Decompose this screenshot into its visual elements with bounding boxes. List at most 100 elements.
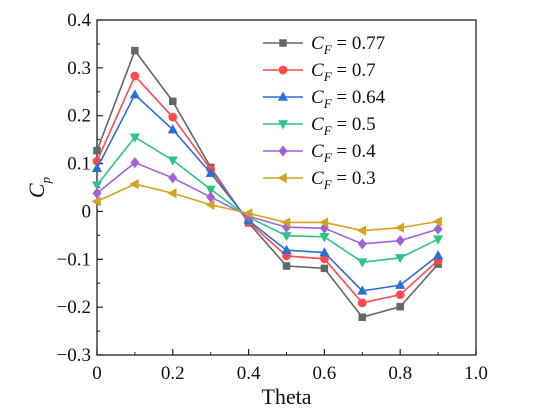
y-tick-label: 0 bbox=[82, 201, 92, 222]
data-point bbox=[168, 172, 178, 184]
series-line bbox=[96, 161, 439, 245]
data-point bbox=[319, 247, 330, 257]
legend-label-value: = 0.4 bbox=[332, 141, 376, 162]
legend-label-main: C bbox=[311, 114, 324, 135]
data-point bbox=[356, 225, 367, 236]
data-point bbox=[129, 133, 140, 143]
y-axis-title: Cp bbox=[24, 176, 53, 198]
series-line bbox=[96, 74, 439, 304]
y-tick-label: −0.2 bbox=[57, 297, 91, 318]
series-line bbox=[96, 93, 439, 292]
series-line bbox=[96, 48, 439, 319]
x-tick-label: 0.6 bbox=[313, 363, 337, 384]
legend-item: CF = 0.7 bbox=[263, 60, 376, 84]
legend-label-main: C bbox=[311, 168, 324, 189]
legend-label-main: C bbox=[311, 60, 324, 81]
series-line bbox=[96, 136, 439, 263]
series-3 bbox=[91, 133, 444, 268]
legend-label-main: C bbox=[311, 141, 324, 162]
data-point bbox=[129, 89, 140, 99]
data-point bbox=[281, 244, 292, 254]
legend-label: CF = 0.4 bbox=[311, 141, 376, 165]
legend-marker bbox=[277, 91, 289, 101]
data-point bbox=[169, 97, 177, 106]
data-point bbox=[320, 264, 329, 273]
series-line bbox=[96, 183, 439, 232]
data-point bbox=[130, 157, 140, 169]
legend-item: CF = 0.4 bbox=[263, 141, 376, 165]
data-point bbox=[395, 290, 405, 300]
legend-label-main: C bbox=[311, 87, 324, 108]
legend-marker bbox=[278, 65, 288, 75]
data-point bbox=[93, 146, 101, 155]
data-point bbox=[91, 196, 101, 207]
data-point bbox=[243, 208, 253, 219]
data-point bbox=[396, 302, 404, 311]
legend-label: CF = 0.3 bbox=[311, 168, 376, 192]
data-point bbox=[92, 187, 102, 199]
legend-label-sub: F bbox=[323, 177, 333, 192]
data-point bbox=[205, 199, 215, 210]
svg-text:Cp: Cp bbox=[24, 176, 53, 198]
data-point bbox=[205, 185, 216, 195]
data-point bbox=[91, 162, 103, 173]
data-point bbox=[168, 112, 178, 122]
legend-label-sub: F bbox=[323, 42, 333, 57]
data-point bbox=[167, 124, 178, 134]
y-tick-label: −0.1 bbox=[57, 249, 91, 270]
data-point bbox=[131, 46, 139, 55]
legend-marker bbox=[277, 172, 287, 184]
data-point bbox=[91, 181, 103, 191]
data-point bbox=[167, 188, 177, 199]
data-point bbox=[129, 179, 139, 190]
data-point bbox=[205, 167, 216, 177]
y-tick-label: 0.3 bbox=[67, 58, 91, 79]
data-point bbox=[358, 313, 367, 321]
legend-label: CF = 0.64 bbox=[311, 87, 386, 111]
data-point bbox=[282, 262, 291, 270]
data-point bbox=[357, 285, 368, 295]
legend-item: CF = 0.3 bbox=[263, 168, 376, 192]
data-point bbox=[432, 216, 442, 227]
data-point bbox=[357, 258, 368, 268]
y-axis-title-main: C bbox=[24, 183, 49, 198]
axes: 0 0.2 0.4 0.6 0.8 1.0 −0.3 −0.2 −0.1 0 0.1 0.2 0.3 0.… bbox=[57, 10, 488, 384]
data-point bbox=[167, 156, 178, 166]
legend-label: CF = 0.5 bbox=[311, 114, 376, 138]
data-point bbox=[130, 71, 140, 81]
x-tick-label: 1.0 bbox=[464, 363, 488, 384]
y-tick-label: −0.3 bbox=[57, 345, 91, 366]
x-tick-label: 0.2 bbox=[161, 363, 185, 384]
data-point bbox=[394, 222, 404, 233]
legend-label-sub: F bbox=[323, 96, 333, 111]
legend-item: CF = 0.77 bbox=[263, 33, 385, 57]
data-point bbox=[433, 250, 444, 260]
y-tick-label: 0.1 bbox=[67, 154, 91, 175]
data-point bbox=[357, 298, 367, 308]
legend-marker bbox=[279, 39, 287, 47]
data-point bbox=[357, 238, 367, 250]
x-tick-label: 0.8 bbox=[388, 363, 412, 384]
series-2 bbox=[91, 89, 444, 295]
x-tick-label: 0 bbox=[92, 363, 102, 384]
y-tick-label: 0.2 bbox=[67, 106, 91, 127]
data-point bbox=[433, 223, 443, 235]
x-tick-label: 0.4 bbox=[237, 363, 261, 384]
data-point bbox=[395, 254, 406, 264]
y-tick-label: 0.4 bbox=[67, 10, 91, 31]
series-1 bbox=[92, 71, 443, 308]
legend-label-value: = 0.77 bbox=[332, 33, 385, 54]
legend-label: CF = 0.77 bbox=[311, 33, 385, 57]
data-point bbox=[395, 235, 405, 247]
legend-label-sub: F bbox=[323, 150, 333, 165]
legend-label-value: = 0.7 bbox=[332, 60, 376, 81]
legend-label: CF = 0.7 bbox=[311, 60, 376, 84]
data-point bbox=[433, 235, 444, 245]
legend-label-value: = 0.3 bbox=[332, 168, 376, 189]
legend-label-main: C bbox=[311, 33, 324, 54]
data-point bbox=[395, 279, 406, 289]
legend-marker bbox=[277, 120, 289, 130]
legend-label-value: = 0.64 bbox=[332, 87, 386, 108]
